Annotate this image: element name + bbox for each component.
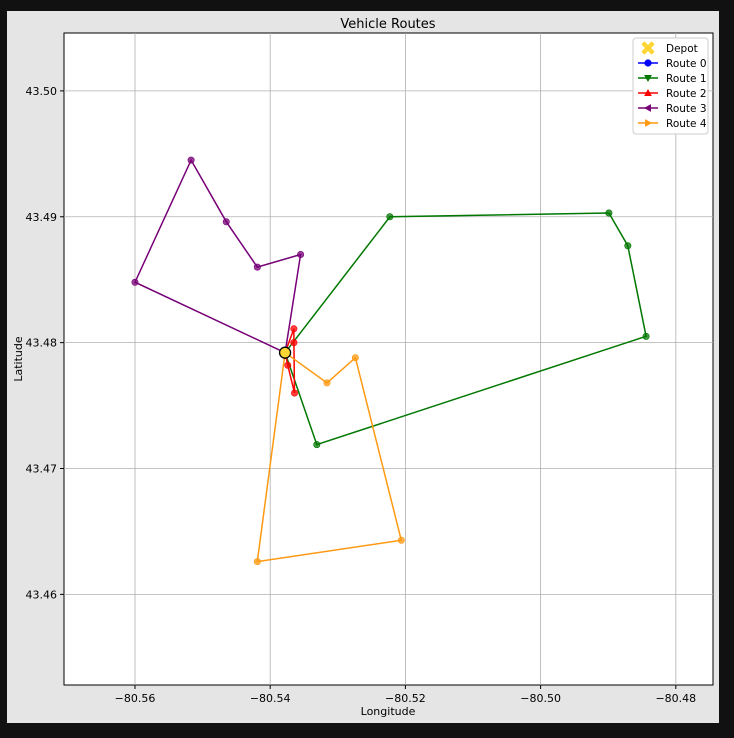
route-3-stop — [131, 278, 139, 286]
legend-marker — [644, 88, 652, 96]
legend-entry: Route 3 — [638, 103, 707, 115]
route-4-stop — [397, 536, 405, 544]
legend-label: Route 2 — [666, 88, 707, 100]
legend-marker — [644, 75, 652, 83]
route-2-stop — [290, 339, 298, 347]
legend-label: Route 1 — [666, 73, 707, 85]
chart-title: Vehicle Routes — [340, 17, 435, 32]
route-chart: Vehicle Routes −80.56 −80.54 −80.52 −80.50−… — [12, 17, 714, 718]
y-axis-label: Latitude — [12, 336, 25, 382]
route-3-stop — [222, 218, 230, 226]
route-2-stop — [284, 361, 292, 369]
legend-marker — [644, 59, 652, 67]
x-tick-label: −80.52 — [385, 692, 426, 705]
legend-entry: Route 2 — [638, 88, 707, 100]
y-tick-label: 43.49 — [26, 211, 58, 224]
route-1-stop — [642, 332, 650, 340]
route-1-stop — [386, 213, 394, 221]
depot-layer — [278, 346, 292, 359]
legend-entry: Route 1 — [638, 73, 707, 85]
depot-legend-icon — [641, 41, 655, 55]
x-tick-label: −80.48 — [655, 692, 696, 705]
route-1-stop — [605, 209, 613, 217]
legend-label: Route 0 — [666, 58, 707, 70]
route-3-stop — [187, 156, 195, 164]
route-2-stop — [290, 325, 298, 333]
ticks: −80.56 −80.54 −80.52 −80.50 −80.48 43.46 43.47… — [26, 85, 697, 705]
y-tick-label: 43.48 — [26, 337, 58, 350]
legend-box — [632, 37, 709, 135]
legend-marker — [645, 119, 653, 127]
x-tick-label: −80.50 — [520, 692, 561, 705]
legend-entry: Route 0 — [638, 58, 707, 70]
legend-label: Route 3 — [666, 103, 707, 115]
depot-marker — [278, 346, 292, 359]
route-4-line — [256, 352, 403, 563]
legend: Depot Route 0 Route 1 Route 2 Route 3 Route 4 — [632, 37, 709, 135]
legend-label: Route 4 — [666, 118, 707, 130]
y-tick-label: 43.47 — [26, 463, 58, 476]
route-4-stop — [323, 379, 331, 387]
route-4-stop — [253, 558, 261, 566]
legend-entry: Depot — [641, 41, 698, 55]
route-3-stop — [253, 263, 261, 271]
legend-marker — [643, 104, 651, 112]
route-1-stop — [624, 242, 632, 250]
figure: Vehicle Routes −80.56 −80.54 −80.52 −80.50−… — [7, 11, 719, 723]
x-tick-label: −80.56 — [115, 692, 156, 705]
route-3-stop — [297, 251, 305, 259]
route-2-stop — [291, 389, 299, 397]
x-axis-label: Longitude — [361, 705, 416, 718]
legend-label: Depot — [666, 43, 698, 55]
plot-area — [63, 32, 714, 686]
route-4-stop — [351, 354, 359, 362]
y-tick-label: 43.50 — [26, 85, 58, 98]
y-tick-label: 43.46 — [26, 588, 58, 601]
route-1-stop — [313, 441, 321, 449]
x-tick-label: −80.54 — [250, 692, 291, 705]
legend-entry: Route 4 — [638, 118, 707, 130]
